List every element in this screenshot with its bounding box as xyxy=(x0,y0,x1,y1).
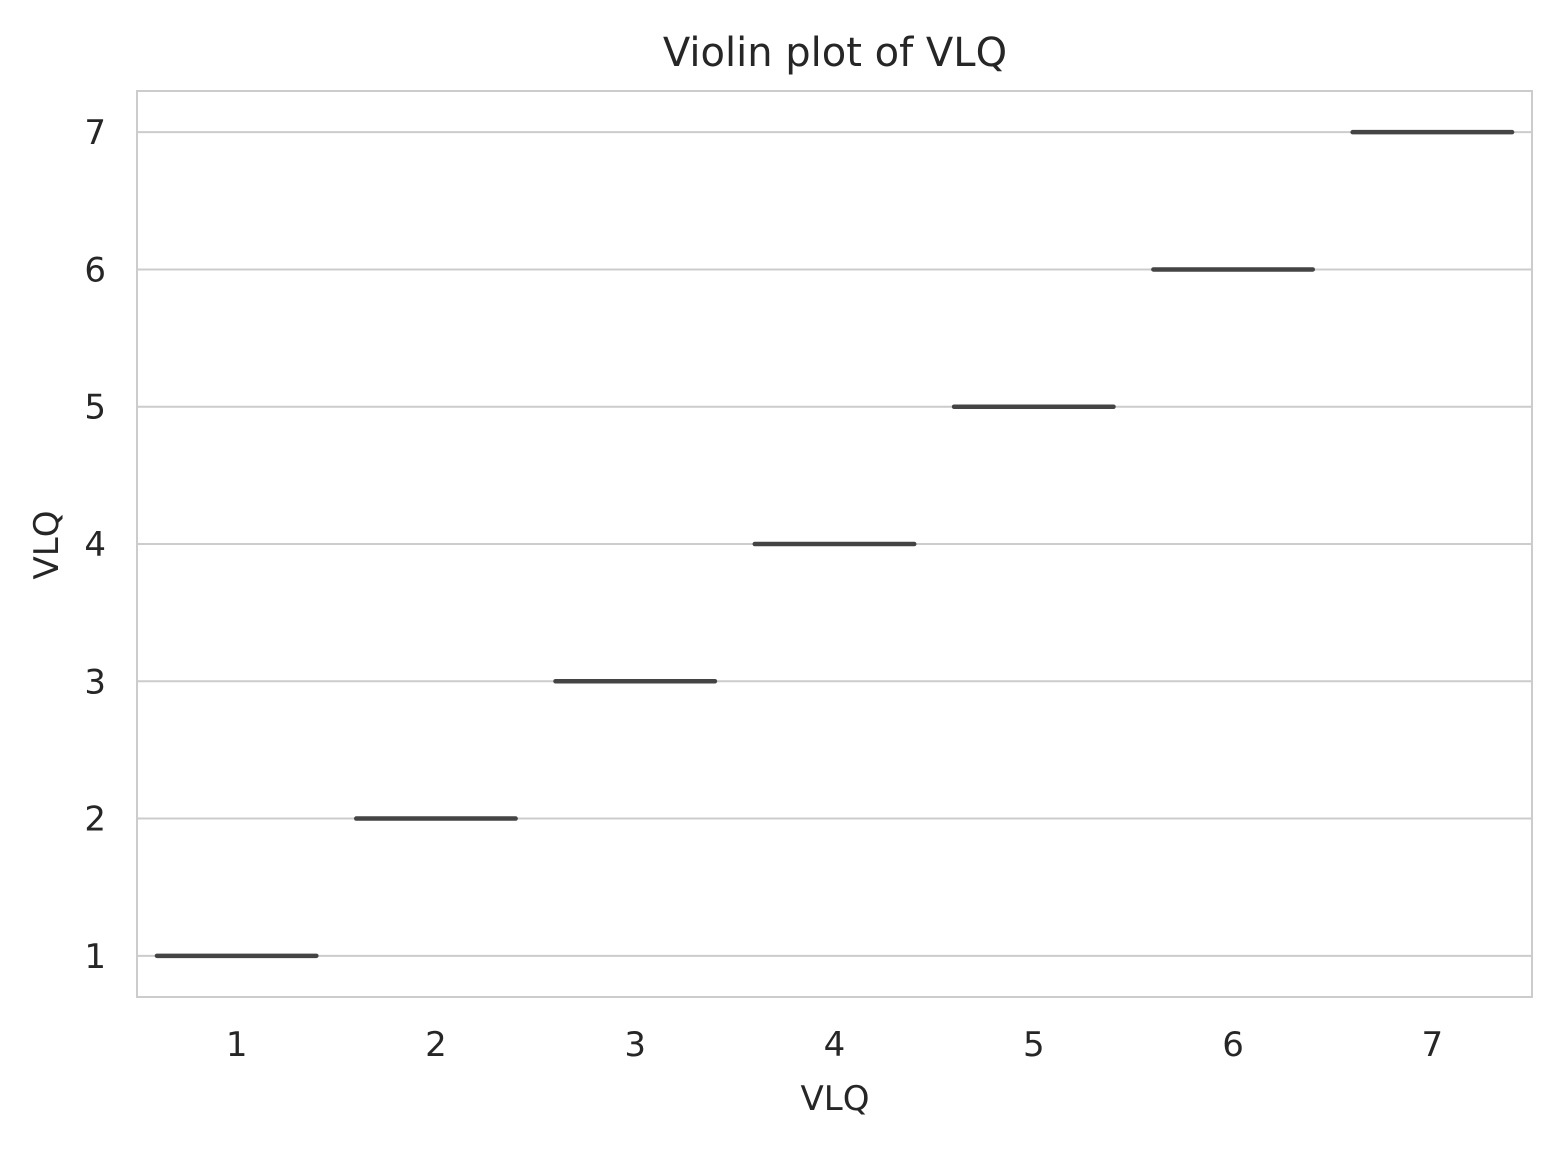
y-axis-label: VLQ xyxy=(27,511,67,580)
y-tick-label-7: 7 xyxy=(84,113,106,153)
y-tick-label-6: 6 xyxy=(84,250,106,290)
y-tick-label-4: 4 xyxy=(84,525,106,565)
x-tick-labels: 1 2 3 4 5 6 7 xyxy=(226,1025,1443,1065)
violin-marks xyxy=(154,129,1515,959)
x-tick-label-5: 5 xyxy=(1023,1025,1045,1065)
y-tick-label-3: 3 xyxy=(84,662,106,702)
plot-frame xyxy=(136,90,1533,998)
chart-title: Violin plot of VLQ xyxy=(663,30,1007,76)
y-tick-label-5: 5 xyxy=(84,388,106,428)
y-tick-label-2: 2 xyxy=(84,800,106,840)
x-tick-label-6: 6 xyxy=(1222,1025,1244,1065)
x-tick-label-2: 2 xyxy=(425,1025,447,1065)
y-tick-label-1: 1 xyxy=(84,937,106,977)
x-tick-label-4: 4 xyxy=(824,1025,846,1065)
x-axis-label: VLQ xyxy=(801,1079,870,1119)
x-tick-label-3: 3 xyxy=(624,1025,646,1065)
y-tick-labels: 1 2 3 4 5 6 7 xyxy=(84,113,106,977)
x-tick-label-7: 7 xyxy=(1422,1025,1444,1065)
x-tick-label-1: 1 xyxy=(226,1025,248,1065)
